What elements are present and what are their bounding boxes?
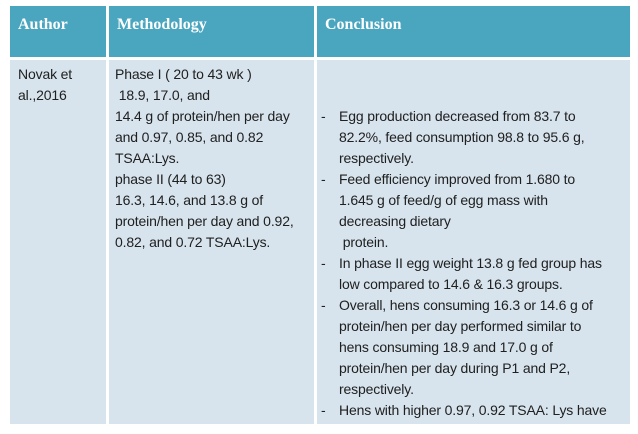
bullet-dash-marker: -: [321, 297, 326, 313]
conclusion-bullet: - Feed efficiency improved from 1.680 to…: [321, 169, 628, 253]
bullet-text: Egg production decreased from 83.7 to 82…: [339, 108, 585, 166]
column-header-conclusion: Conclusion: [317, 6, 630, 57]
author-cell: Novak et al.,2016: [10, 60, 106, 424]
bullet-text: In phase II egg weight 13.8 g fed group …: [339, 255, 602, 292]
column-header-methodology: Methodology: [109, 6, 314, 57]
conclusion-bullet: - Egg production decreased from 83.7 to …: [321, 106, 628, 169]
conclusion-bullet: - Hens with higher 0.97, 0.92 TSAA: Lys …: [321, 400, 628, 424]
bullet-dash-marker: -: [321, 402, 326, 418]
conclusion-bullet-list: - Egg production decreased from 83.7 to …: [321, 106, 628, 424]
conclusion-bullet: - In phase II egg weight 13.8 g fed grou…: [321, 253, 628, 295]
bullet-text: Feed efficiency improved from 1.680 to 1…: [339, 171, 576, 250]
bullet-text: Hens with higher 0.97, 0.92 TSAA: Lys ha…: [339, 402, 607, 424]
bullet-dash-marker: -: [321, 171, 326, 187]
review-table: Author Methodology Conclusion Novak et a…: [10, 6, 630, 424]
bullet-dash-marker: -: [321, 255, 326, 271]
conclusion-bullet: - Overall, hens consuming 16.3 or 14.6 g…: [321, 295, 628, 400]
methodology-cell: Phase I ( 20 to 43 wk ) 18.9, 17.0, and …: [109, 60, 314, 424]
column-header-author: Author: [10, 6, 106, 57]
conclusion-cell: - Egg production decreased from 83.7 to …: [317, 60, 630, 424]
bullet-text: Overall, hens consuming 16.3 or 14.6 g o…: [339, 297, 593, 397]
bullet-dash-marker: -: [321, 108, 326, 124]
